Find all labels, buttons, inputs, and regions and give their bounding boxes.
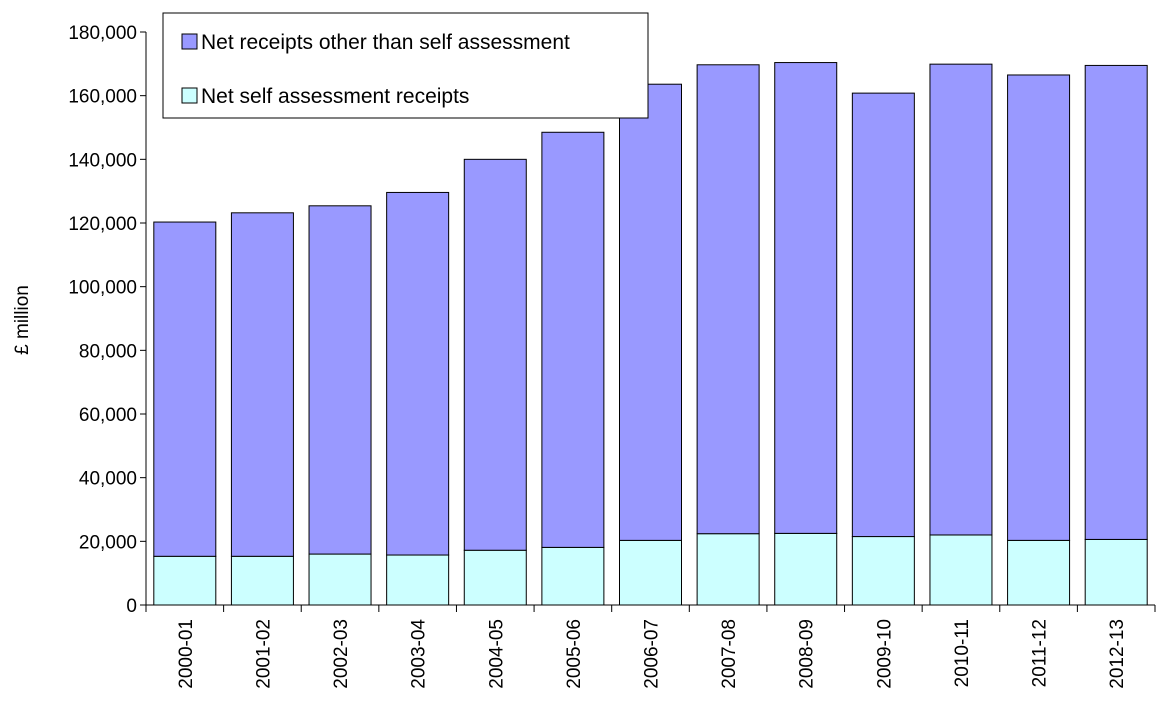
bar-segment-other-receipts: [774, 62, 838, 534]
x-tick-label: 2012-13: [1107, 619, 1128, 689]
y-tick-label: 100,000: [68, 278, 137, 299]
bar-segment-other-receipts: [541, 131, 605, 548]
bar-segment-self-assessment: [696, 533, 760, 606]
y-tick-label: 120,000: [68, 214, 137, 235]
x-tick-label: 2002-03: [331, 619, 352, 689]
bar-segment-other-receipts: [619, 83, 682, 541]
y-tick-label: 140,000: [68, 150, 137, 171]
bar-segment-other-receipts: [696, 64, 760, 535]
x-tick-label: 2004-05: [486, 619, 507, 689]
bar-segment-self-assessment: [1084, 538, 1148, 606]
bar-segment-self-assessment: [774, 532, 838, 606]
legend-label: Net receipts other than self assessment: [201, 31, 570, 54]
legend-box: [162, 12, 649, 119]
x-tick-label: 2008-09: [797, 619, 818, 689]
bar-segment-other-receipts: [153, 221, 217, 557]
bar-segment-self-assessment: [463, 549, 527, 606]
y-tick-label: 40,000: [79, 469, 137, 490]
x-tick-label: 2003-04: [409, 619, 430, 689]
bar-segment-self-assessment: [929, 534, 993, 606]
y-axis-title: £ million: [12, 285, 33, 355]
x-tick-label: 2001-02: [253, 619, 274, 689]
y-tick-label: 0: [126, 596, 137, 617]
y-tick-label: 80,000: [79, 341, 137, 362]
legend-label: Net self assessment receipts: [201, 85, 469, 108]
bar-segment-other-receipts: [851, 92, 915, 538]
x-tick-label: 2005-06: [564, 619, 585, 689]
legend-swatch: [181, 87, 198, 104]
y-tick-label: 180,000: [68, 23, 137, 44]
bar-segment-other-receipts: [929, 63, 993, 536]
y-tick-label: 60,000: [79, 405, 137, 426]
bar-segment-self-assessment: [230, 555, 294, 606]
bar-segment-other-receipts: [308, 205, 372, 555]
bar-segment-self-assessment: [153, 555, 217, 606]
bar-segment-self-assessment: [386, 554, 450, 606]
x-tick-label: 2010-11: [952, 619, 973, 687]
x-tick-label: 2011-12: [1030, 619, 1051, 687]
y-tick-label: 20,000: [79, 532, 137, 553]
bar-segment-self-assessment: [619, 539, 682, 606]
bar-segment-self-assessment: [1007, 539, 1071, 606]
y-tick-label: 160,000: [68, 87, 137, 108]
bar-segment-self-assessment: [541, 546, 605, 606]
bar-segment-other-receipts: [386, 191, 450, 556]
bar-segment-other-receipts: [230, 212, 294, 557]
bar-segment-self-assessment: [851, 536, 915, 606]
x-tick-label: 2006-07: [642, 619, 663, 689]
bar-segment-other-receipts: [463, 158, 527, 551]
x-tick-label: 2000-01: [176, 619, 197, 689]
x-tick-label: 2009-10: [874, 619, 895, 689]
legend-swatch: [181, 33, 198, 50]
bar-segment-other-receipts: [1007, 74, 1071, 541]
bar-segment-other-receipts: [1084, 64, 1148, 540]
bar-segment-self-assessment: [308, 553, 372, 606]
x-tick-label: 2007-08: [719, 619, 740, 689]
